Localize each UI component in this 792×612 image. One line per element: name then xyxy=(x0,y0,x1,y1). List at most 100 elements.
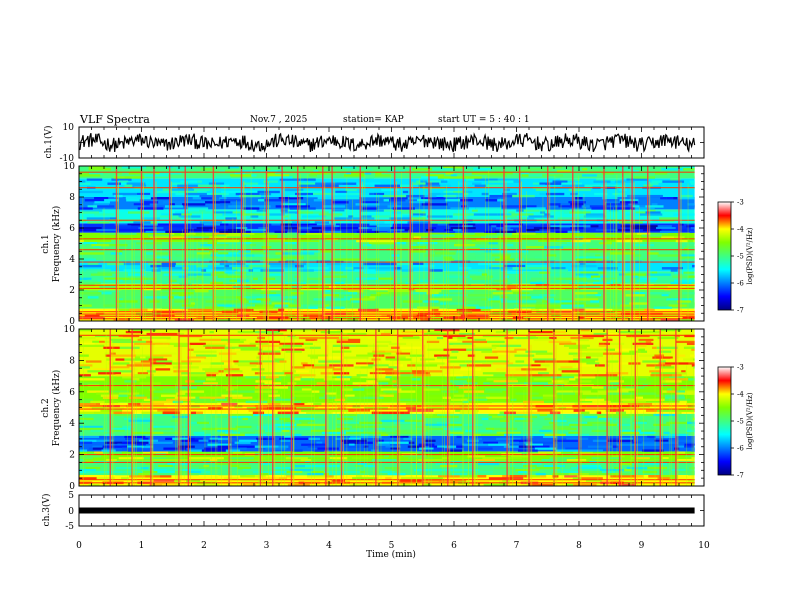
psd-texture xyxy=(163,342,170,345)
psd-texture xyxy=(319,390,330,393)
psd-texture xyxy=(275,252,283,255)
psd-texture xyxy=(412,168,433,171)
psd-texture xyxy=(134,362,151,365)
psd-texture xyxy=(440,192,463,196)
psd-texture xyxy=(128,172,141,175)
psd-texture xyxy=(175,254,201,257)
psd-texture xyxy=(279,437,285,440)
psd-texture xyxy=(117,250,123,253)
psd-texture xyxy=(397,398,418,402)
psd-texture xyxy=(558,205,582,208)
psd-texture xyxy=(574,298,599,301)
psd-texture xyxy=(178,190,198,194)
psd-texture xyxy=(281,262,307,266)
psd-texture xyxy=(377,271,386,274)
psd-texture xyxy=(373,192,385,196)
psd-texture xyxy=(690,227,695,230)
psd-texture xyxy=(552,475,559,478)
ch1-colorbar-ticks: -3-4-5-6-7 xyxy=(731,199,744,315)
psd-texture xyxy=(549,336,557,340)
psd-texture xyxy=(211,213,223,216)
psd-texture xyxy=(260,170,278,173)
psd-texture xyxy=(651,451,677,454)
psd-texture xyxy=(274,256,281,259)
psd-texture xyxy=(604,388,618,391)
psd-texture xyxy=(88,447,93,450)
psd-texture xyxy=(240,475,255,478)
psd-texture xyxy=(596,178,622,181)
psd-texture xyxy=(215,254,226,257)
psd-texture xyxy=(336,182,343,185)
psd-texture xyxy=(278,445,289,448)
psd-texture xyxy=(621,352,637,355)
psd-texture xyxy=(512,316,524,320)
psd-texture xyxy=(384,221,408,224)
psd-texture xyxy=(505,244,514,247)
psd-texture xyxy=(196,227,216,230)
psd-texture xyxy=(298,269,314,272)
psd-texture xyxy=(565,433,590,437)
psd-texture xyxy=(671,374,682,377)
psd-texture xyxy=(307,306,318,309)
psd-texture xyxy=(110,366,130,369)
psd-texture xyxy=(343,330,352,334)
psd-texture xyxy=(192,197,202,200)
psd-texture xyxy=(452,344,477,347)
psd-texture xyxy=(676,458,695,462)
psd-texture xyxy=(359,190,382,194)
psd-texture xyxy=(406,194,425,198)
psd-texture xyxy=(407,409,434,412)
psd-texture xyxy=(494,258,515,261)
psd-texture xyxy=(635,211,646,214)
psd-texture xyxy=(429,234,455,237)
psd-texture xyxy=(556,435,581,439)
psd-texture xyxy=(122,441,135,444)
psd-texture xyxy=(285,217,302,220)
psd-texture xyxy=(300,458,312,462)
psd-texture xyxy=(621,402,628,406)
psd-texture xyxy=(574,292,598,295)
psd-texture xyxy=(445,199,461,202)
psd-texture xyxy=(175,386,197,389)
psd-texture xyxy=(303,342,313,345)
psd-texture xyxy=(540,475,547,478)
psd-texture xyxy=(671,468,686,472)
psd-texture xyxy=(678,354,686,357)
psd-texture xyxy=(300,423,326,427)
psd-texture xyxy=(173,427,192,431)
psd-texture xyxy=(172,437,189,440)
psd-texture xyxy=(680,221,691,224)
psd-texture xyxy=(538,372,549,375)
psd-texture xyxy=(293,409,302,412)
psd-texture xyxy=(237,279,249,283)
psd-texture xyxy=(267,402,281,406)
psd-texture xyxy=(547,308,555,311)
psd-texture xyxy=(321,431,346,435)
psd-texture xyxy=(197,376,223,379)
psd-texture xyxy=(241,234,250,237)
psd-texture xyxy=(447,336,453,340)
x-tick-label: 6 xyxy=(451,541,457,551)
psd-texture xyxy=(134,174,145,177)
psd-texture xyxy=(255,431,260,435)
psd-texture xyxy=(481,433,504,437)
psd-texture xyxy=(599,457,611,460)
freq-tick-label: 0 xyxy=(69,317,75,327)
psd-texture xyxy=(261,451,283,454)
psd-texture xyxy=(674,334,680,338)
psd-texture xyxy=(491,344,500,347)
psd-texture xyxy=(339,336,349,340)
psd-texture xyxy=(590,240,607,243)
psd-texture xyxy=(291,433,302,437)
psd-texture xyxy=(371,411,389,415)
psd-texture xyxy=(337,298,351,301)
psd-texture xyxy=(693,366,695,369)
psd-texture xyxy=(79,364,93,367)
psd-texture xyxy=(551,166,563,169)
psd-texture xyxy=(263,180,278,183)
psd-texture xyxy=(284,435,293,439)
psd-texture xyxy=(153,458,178,462)
psd-texture xyxy=(312,366,335,369)
psd-texture xyxy=(79,240,84,243)
psd-texture xyxy=(333,236,354,239)
